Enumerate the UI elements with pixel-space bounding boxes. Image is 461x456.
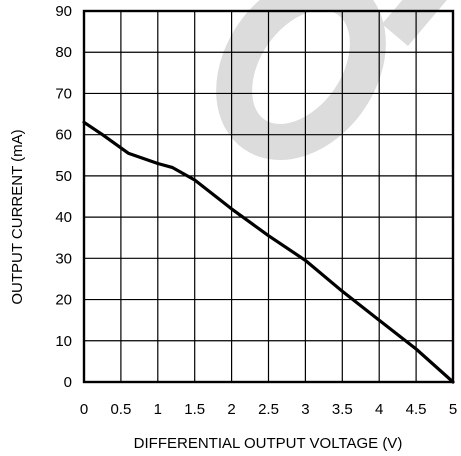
y-tick-label: 0 [64, 374, 72, 391]
y-tick-label: 70 [55, 85, 72, 102]
x-tick-label: 2 [227, 401, 235, 418]
grid [84, 11, 453, 382]
x-tick-label: 3.5 [332, 401, 353, 418]
x-tick-label: 2.5 [258, 401, 279, 418]
series-line [82, 120, 455, 384]
x-tick-label: 1 [154, 401, 162, 418]
x-tick-label: 0 [80, 401, 88, 418]
y-tick-label: 60 [55, 127, 72, 144]
y-tick-label: 50 [55, 168, 72, 185]
plot-frame [82, 9, 455, 384]
watermark-slash [382, 0, 447, 46]
y-tick-label: 20 [55, 292, 72, 309]
x-tick-label: 4.5 [406, 401, 427, 418]
x-tick-label: 4 [375, 401, 383, 418]
y-axis-title: OUTPUT CURRENT (mA) [9, 129, 26, 304]
y-tick-label: 30 [55, 250, 72, 267]
x-tick-labels: 0 0.5 1 1.5 2 2.5 3 3.5 4 4.5 5 [80, 401, 457, 418]
y-tick-label: 80 [55, 44, 72, 61]
x-tick-label: 5 [449, 401, 457, 418]
x-tick-label: 3 [301, 401, 309, 418]
x-tick-label: 0.5 [110, 401, 131, 418]
y-tick-label: 10 [55, 333, 72, 350]
y-tick-label: 40 [55, 209, 72, 226]
watermark-ring [216, 0, 386, 160]
watermark [216, 0, 447, 160]
x-axis-title: DIFFERENTIAL OUTPUT VOLTAGE (V) [134, 435, 403, 452]
x-tick-label: 1.5 [184, 401, 205, 418]
y-tick-labels: 0 10 20 30 40 50 60 70 80 90 [55, 3, 72, 391]
y-tick-label: 90 [55, 3, 72, 20]
